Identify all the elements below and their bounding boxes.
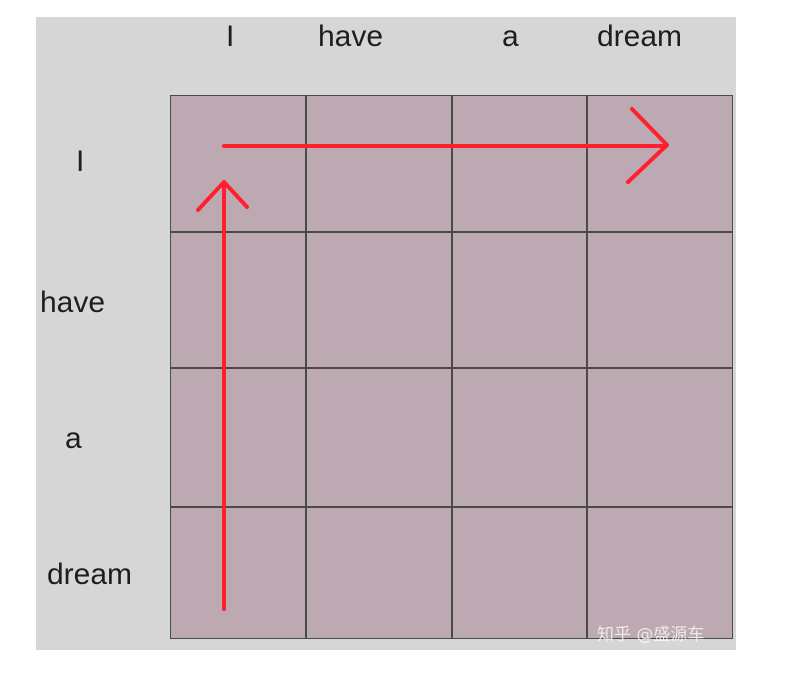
column-label-i: I (226, 20, 235, 53)
row-label-i: I (76, 145, 85, 178)
grid-row-divider (171, 231, 732, 233)
horizontal-arrow (222, 107, 669, 184)
row-label-a: a (65, 422, 82, 455)
row-label-dream: dream (47, 558, 133, 591)
row-label-have: have (40, 286, 106, 319)
watermark-text: 知乎 @盛源车 (597, 625, 705, 645)
attention-grid (170, 95, 733, 639)
grid-row-divider (171, 367, 732, 369)
vertical-arrow (196, 180, 249, 611)
column-label-dream: dream (597, 20, 683, 53)
grid-row-divider (171, 506, 732, 508)
column-label-a: a (502, 20, 519, 53)
column-label-have: have (318, 20, 384, 53)
